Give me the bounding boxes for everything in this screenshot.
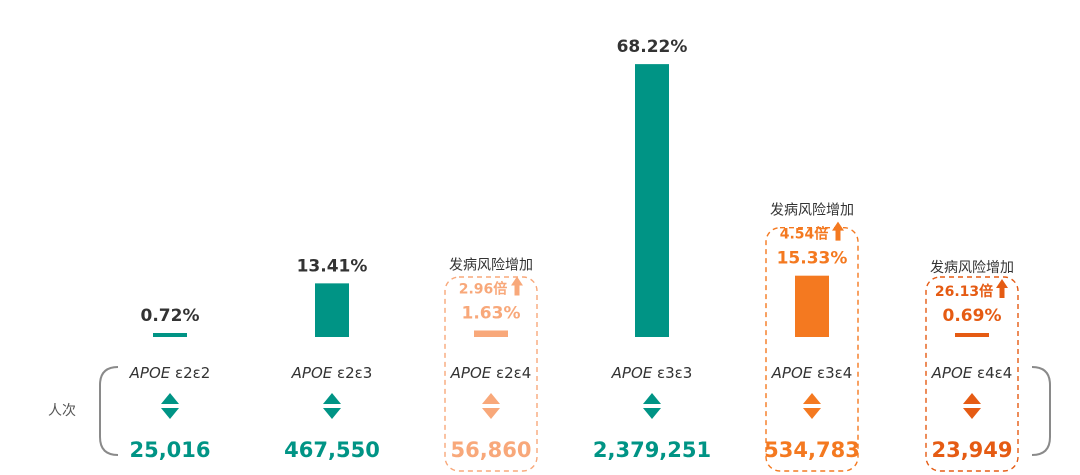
left-brace <box>99 366 119 456</box>
diamond-down-icon-ε2ε3 <box>323 408 341 419</box>
genotype-prefix: APOE <box>450 364 496 382</box>
genotype-suffix: ε2ε4 <box>496 364 531 382</box>
genotype-suffix: ε2ε3 <box>337 364 372 382</box>
genotype-label-ε3ε3: APOE ε3ε3 <box>611 364 693 382</box>
bar-ε4ε4 <box>955 333 989 337</box>
diamond-down-icon-ε2ε4 <box>482 408 500 419</box>
risk-fold-ε4ε4: 26.13倍 <box>935 283 993 300</box>
highlight-box-ε2ε4 <box>444 276 538 472</box>
genotype-suffix: ε3ε3 <box>657 364 692 382</box>
percent-label-ε3ε4: 15.33% <box>777 249 848 269</box>
percent-label-ε4ε4: 0.69% <box>943 306 1002 326</box>
diamond-up-icon-ε4ε4 <box>963 393 981 404</box>
highlight-box-ε4ε4 <box>925 276 1019 472</box>
genotype-prefix: APOE <box>611 364 657 382</box>
up-arrow-icon-ε2ε4 <box>511 276 523 296</box>
genotype-label-ε2ε2: APOE ε2ε2 <box>129 364 211 382</box>
diamond-up-icon-ε2ε3 <box>323 393 341 404</box>
risk-label-ε2ε4: 发病风险增加 <box>449 257 533 273</box>
count-label-ε2ε4: 56,860 <box>450 438 531 462</box>
bar-ε2ε4 <box>474 330 508 337</box>
risk-fold-ε3ε4: 4.54倍 <box>780 226 829 243</box>
right-brace <box>1031 366 1051 456</box>
genotype-label-ε3ε4: APOE ε3ε4 <box>771 364 853 382</box>
percent-label-ε2ε2: 0.72% <box>141 306 200 326</box>
genotype-prefix: APOE <box>129 364 175 382</box>
genotype-label-ε2ε4: APOE ε2ε4 <box>450 364 532 382</box>
risk-fold-ε2ε4: 2.96倍 <box>459 280 508 297</box>
genotype-suffix: ε2ε2 <box>175 364 210 382</box>
genotype-prefix: APOE <box>771 364 817 382</box>
genotype-prefix: APOE <box>931 364 977 382</box>
risk-label-ε3ε4: 发病风险增加 <box>770 203 854 219</box>
risk-label-ε4ε4: 发病风险增加 <box>930 260 1014 276</box>
up-arrow-icon-ε4ε4 <box>996 279 1008 298</box>
genotype-suffix: ε4ε4 <box>977 364 1012 382</box>
up-arrow-icon-ε3ε4 <box>832 221 844 241</box>
count-label-ε2ε2: 25,016 <box>129 438 210 462</box>
percent-label-ε3ε3: 68.22% <box>617 37 688 57</box>
genotype-label-ε2ε3: APOE ε2ε3 <box>291 364 373 382</box>
count-label-ε2ε3: 467,550 <box>284 438 380 462</box>
bar-ε3ε3 <box>635 64 669 338</box>
diamond-down-icon-ε4ε4 <box>963 408 981 419</box>
diamond-up-icon-ε2ε2 <box>161 393 179 404</box>
percent-label-ε2ε4: 1.63% <box>462 303 521 323</box>
percent-label-ε2ε3: 13.41% <box>297 256 368 276</box>
diamond-down-icon-ε2ε2 <box>161 408 179 419</box>
diamond-down-icon-ε3ε3 <box>643 408 661 419</box>
diamond-up-icon-ε2ε4 <box>482 393 500 404</box>
bar-ε2ε3 <box>315 283 349 337</box>
genotype-suffix: ε3ε4 <box>817 364 852 382</box>
diamond-down-icon-ε3ε4 <box>803 408 821 419</box>
bar-ε2ε2 <box>153 333 187 337</box>
genotype-prefix: APOE <box>291 364 337 382</box>
bar-ε3ε4 <box>795 275 829 337</box>
count-label-ε4ε4: 23,949 <box>931 438 1012 462</box>
side-label-person-count: 人次 <box>48 403 76 419</box>
count-label-ε3ε4: 534,783 <box>764 438 860 462</box>
diamond-up-icon-ε3ε3 <box>643 393 661 404</box>
genotype-label-ε4ε4: APOE ε4ε4 <box>931 364 1013 382</box>
count-label-ε3ε3: 2,379,251 <box>593 438 711 462</box>
highlight-box-ε3ε4 <box>765 226 859 472</box>
diamond-up-icon-ε3ε4 <box>803 393 821 404</box>
